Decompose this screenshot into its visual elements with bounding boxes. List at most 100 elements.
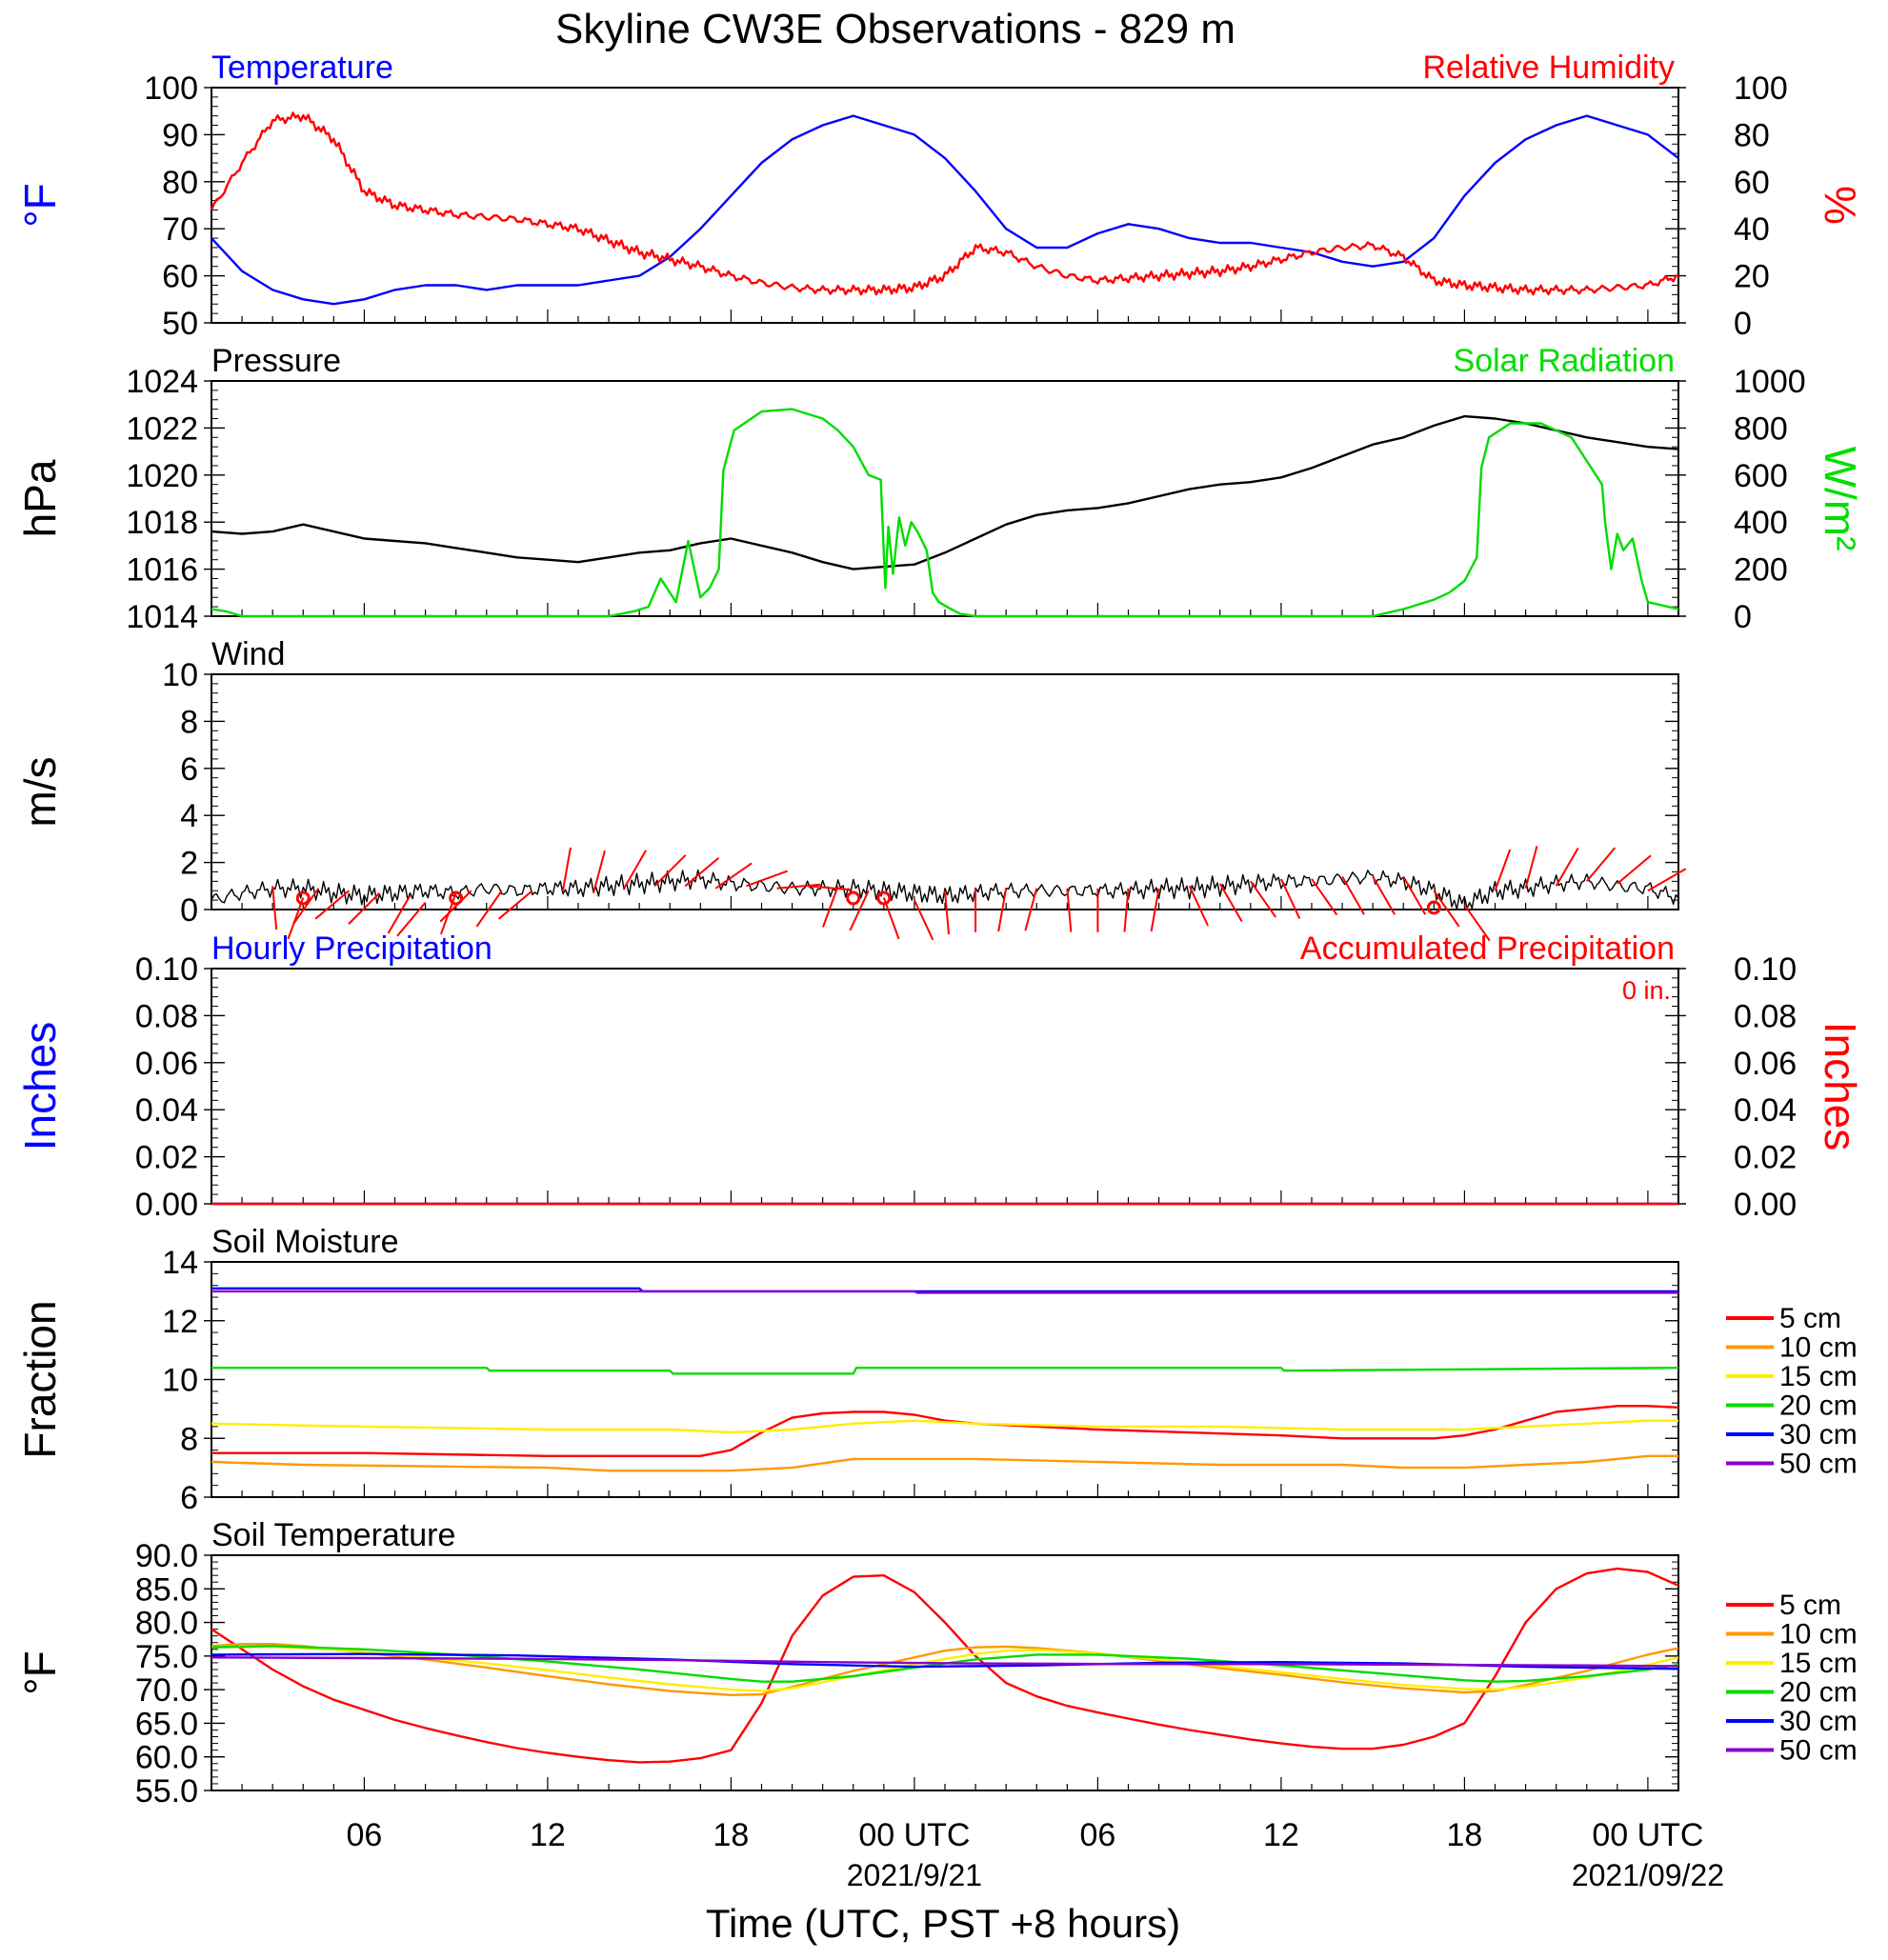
y-tick-label-right: 40 <box>1734 211 1770 248</box>
x-tick-date: 2021/9/21 <box>847 1858 982 1892</box>
y-tick-label-left: 0.04 <box>135 1092 198 1129</box>
legend-label: 5 cm <box>1779 1303 1841 1334</box>
wind-barb <box>1218 883 1243 923</box>
wind-barb <box>593 850 606 893</box>
panel-temp_rh: 50 60 70 80 90 100 0 20 40 60 80 100 Temperature Rela… <box>15 50 1865 342</box>
y-axis-label-left: m/s <box>15 756 65 827</box>
panel-precip: 0.00 0.02 0.04 0.06 0.08 0.10 0.00 0.02 0.04 0.06… <box>15 930 1865 1223</box>
wind-barb <box>997 888 1008 932</box>
wind-barb <box>1066 888 1073 932</box>
series-line-soil_moisture-0 <box>211 1405 1679 1457</box>
y-axis-label-left: °F <box>15 183 65 228</box>
wind-barb <box>849 890 870 931</box>
y-axis-label-left: °F <box>15 1650 65 1695</box>
wind-barb <box>714 862 753 890</box>
series-line-soil_moisture-5 <box>211 1290 1678 1294</box>
y-tick-label-left: 6 <box>180 751 198 788</box>
legend-label: 20 cm <box>1779 1390 1858 1422</box>
panel-frame <box>211 1261 1679 1498</box>
x-tick-label: 12 <box>530 1817 566 1853</box>
wind-barb <box>1250 880 1277 918</box>
y-tick-label-left: 6 <box>180 1480 198 1516</box>
y-tick-label-left: 80 <box>162 165 198 201</box>
calm-wind-marker <box>1426 900 1441 915</box>
y-tick-label-right: 0 <box>1734 306 1752 342</box>
x-tick-label: 18 <box>713 1817 750 1853</box>
y-tick-label-left: 2 <box>180 846 198 882</box>
y-tick-label-left: 50 <box>162 306 198 342</box>
legend-label: 10 cm <box>1779 1619 1858 1650</box>
wind-barb <box>1123 888 1130 932</box>
y-tick-label-right: 0.04 <box>1734 1092 1797 1129</box>
y-tick-label-left: 1016 <box>126 552 198 589</box>
y-tick-label-right: 0.10 <box>1734 951 1797 988</box>
y-tick-label-left: 0.00 <box>135 1187 198 1223</box>
calm-wind-marker <box>846 890 861 906</box>
y-tick-label-left: 1024 <box>126 364 198 400</box>
wind-barb <box>348 892 381 925</box>
wind-barb <box>653 854 687 888</box>
panel-pressure_solar: 1014 1016 1018 1020 1022 1024 0 200 400 600 800 100… <box>15 343 1865 635</box>
calm-wind-marker <box>449 890 464 906</box>
legend-label: 30 cm <box>1779 1706 1858 1737</box>
x-tick-label: 06 <box>1080 1817 1116 1853</box>
y-tick-label-right: 600 <box>1734 458 1788 494</box>
x-tick-label: 00 UTC <box>858 1817 970 1853</box>
panel-title-left: Temperature <box>211 50 393 86</box>
wind-barb <box>1555 847 1579 887</box>
y-tick-label-left: 0.10 <box>135 951 198 988</box>
y-tick-label-left: 10 <box>162 1363 198 1399</box>
y-tick-label-left: 12 <box>162 1304 198 1340</box>
y-tick-label-left: 8 <box>180 704 198 740</box>
series-line-temp_rh-1 <box>210 111 1679 296</box>
panel-title-right: Solar Radiation <box>1454 343 1675 379</box>
panel-title-left: Hourly Precipitation <box>211 930 492 967</box>
panel-soil_temperature: 55.060.065.070.075.080.085.090.0 Soil Tem… <box>15 1517 1679 1810</box>
legend-label: 50 cm <box>1779 1735 1858 1767</box>
wind-barb <box>1372 875 1396 915</box>
series-line-soil_temperature-0 <box>211 1567 1679 1764</box>
panel-title-left: Soil Temperature <box>211 1517 455 1553</box>
series-line-soil_temperature-1 <box>211 1643 1679 1696</box>
wind-barb <box>1494 849 1512 891</box>
wind-barb <box>1188 885 1210 927</box>
panel-title-left: Pressure <box>211 343 341 379</box>
wind-barb <box>387 894 412 934</box>
panel-frame <box>211 380 1679 617</box>
panel-title-right: Accumulated Precipitation <box>1300 930 1675 967</box>
y-tick-label-right: 0.08 <box>1734 998 1797 1034</box>
series-line-soil_temperature-4 <box>211 1652 1679 1670</box>
wind-barb <box>439 890 472 923</box>
y-tick-label-right: 20 <box>1734 259 1770 295</box>
legend-label: 20 cm <box>1779 1677 1858 1709</box>
panel-frame <box>211 673 1679 910</box>
calm-wind-marker <box>876 890 892 906</box>
y-axis-label-left: hPa <box>15 459 65 537</box>
y-tick-label-left: 1014 <box>126 599 198 635</box>
y-axis-label-left: Fraction <box>15 1300 65 1458</box>
y-tick-label-left: 1018 <box>126 505 198 541</box>
x-tick-label: 00 UTC <box>1592 1817 1703 1853</box>
wind-barb <box>1402 875 1427 915</box>
series-line-wind-0 <box>211 869 1679 910</box>
y-tick-label-left: 0.02 <box>135 1140 198 1176</box>
wind-barb <box>1280 878 1301 920</box>
wind-barb <box>396 901 427 937</box>
wind-barb <box>475 890 503 928</box>
wind-barb <box>1150 888 1160 932</box>
wind-barb <box>1617 854 1652 885</box>
wind-barb <box>914 899 934 941</box>
y-tick-label-left: 1020 <box>126 458 198 494</box>
wind-barb <box>776 883 821 890</box>
series-line-soil_temperature-5 <box>211 1656 1679 1668</box>
y-tick-label-left: 0 <box>180 892 198 929</box>
y-tick-label-left: 100 <box>144 70 198 107</box>
wind-barb <box>271 886 278 930</box>
y-tick-label-right: 60 <box>1734 165 1770 201</box>
wind-barb <box>1647 868 1687 892</box>
wind-barb <box>1433 890 1460 928</box>
